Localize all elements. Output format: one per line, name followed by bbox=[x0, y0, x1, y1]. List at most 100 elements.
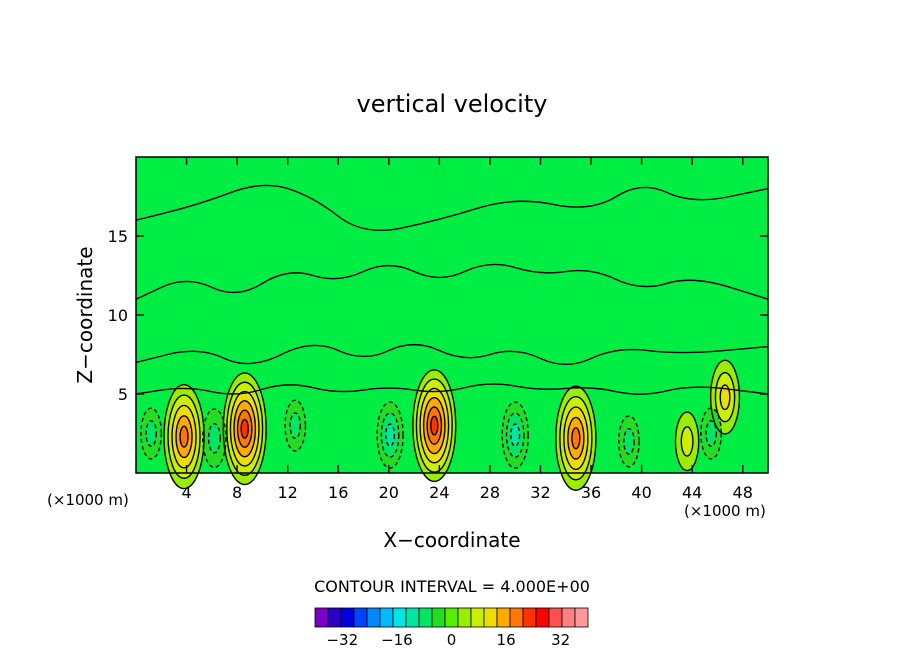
contour-field bbox=[140, 360, 740, 491]
cell-contour bbox=[700, 407, 723, 460]
cell-contour bbox=[236, 409, 253, 449]
zero-contour bbox=[135, 343, 769, 366]
cell-downdraft bbox=[208, 423, 221, 453]
colorbar-swatch bbox=[470, 607, 485, 628]
colorbar-swatch bbox=[522, 607, 537, 628]
cell-contour bbox=[714, 371, 736, 423]
cell-downdraft bbox=[146, 420, 157, 447]
colorbar-swatch bbox=[405, 607, 420, 628]
colorbar-tick-label: 32 bbox=[551, 631, 570, 649]
cell-contour bbox=[419, 387, 450, 464]
cell-contour bbox=[226, 381, 264, 476]
cell-contour bbox=[179, 425, 189, 448]
zero-contour bbox=[135, 383, 769, 395]
colorbar-swatch bbox=[327, 607, 342, 628]
cell-contour bbox=[171, 404, 197, 469]
colorbar-swatch bbox=[379, 607, 394, 628]
cell-contour bbox=[674, 411, 700, 472]
colorbar-swatch bbox=[444, 607, 459, 628]
colorbar-swatch bbox=[509, 607, 524, 628]
cell-contour bbox=[719, 384, 731, 411]
cell-contour bbox=[385, 423, 396, 447]
cell-contour bbox=[623, 427, 635, 455]
colorbar-swatch bbox=[431, 607, 446, 628]
colorbar-tick-labels: −32 −16 0 16 32 bbox=[326, 631, 570, 649]
colorbar bbox=[314, 607, 589, 628]
cell-contour bbox=[163, 383, 205, 490]
x-tick-label: 24 bbox=[429, 483, 449, 502]
x-tick-label: 36 bbox=[581, 483, 601, 502]
x-tick-label: 8 bbox=[232, 483, 242, 502]
colorbar-swatch bbox=[353, 607, 368, 628]
y-tick-label: 5 bbox=[118, 385, 128, 404]
colorbar-tick-label: 16 bbox=[497, 631, 516, 649]
cell-contour bbox=[563, 406, 589, 471]
cell-contour bbox=[505, 412, 525, 458]
y-tick-label: 10 bbox=[108, 306, 128, 325]
cell-contour bbox=[680, 426, 694, 457]
x-unit-right: (×1000 m) bbox=[684, 502, 766, 520]
colorbar-swatch bbox=[340, 607, 355, 628]
plot-area bbox=[135, 156, 769, 491]
cell-contour bbox=[559, 395, 593, 481]
cell-contour bbox=[571, 427, 581, 450]
x-tick-label: 16 bbox=[328, 483, 348, 502]
cell-contour bbox=[140, 407, 163, 460]
cell-contour bbox=[501, 401, 529, 469]
cell-contour bbox=[202, 408, 227, 469]
x-tick-label: 44 bbox=[682, 483, 702, 502]
cell-contour bbox=[376, 401, 404, 469]
cell-contour bbox=[145, 420, 157, 447]
cell-contour bbox=[284, 399, 307, 452]
x-tick-label: 28 bbox=[480, 483, 500, 502]
colorbar-swatch bbox=[496, 607, 511, 628]
cell-updraft bbox=[241, 419, 249, 439]
x-axis-label: X−coordinate bbox=[383, 528, 520, 552]
cell-contour bbox=[430, 415, 439, 436]
cell-contour bbox=[412, 369, 457, 483]
cell-contour bbox=[422, 397, 446, 455]
cell-updraft bbox=[720, 384, 730, 410]
chart-title: vertical velocity bbox=[357, 90, 548, 118]
cell-contour bbox=[167, 394, 201, 479]
x-tick-label: 20 bbox=[379, 483, 399, 502]
x-tick-label: 12 bbox=[278, 483, 298, 502]
cell-updraft bbox=[180, 426, 189, 448]
cell-contour bbox=[380, 412, 400, 458]
cell-downdraft bbox=[510, 424, 520, 447]
cell-contour bbox=[510, 423, 521, 447]
colorbar-swatch bbox=[535, 607, 550, 628]
cell-contour bbox=[709, 359, 741, 435]
zero-contour bbox=[135, 263, 769, 300]
colorbar-swatch bbox=[561, 607, 576, 628]
cell-contour bbox=[229, 390, 260, 467]
x-tick-label: 48 bbox=[733, 483, 753, 502]
x-tick-label: 4 bbox=[181, 483, 191, 502]
cell-downdraft bbox=[623, 428, 635, 455]
cell-downdraft bbox=[290, 412, 301, 439]
cell-downdraft bbox=[706, 420, 717, 447]
colorbar-swatch bbox=[548, 607, 563, 628]
cell-contour bbox=[175, 415, 193, 459]
cell-contour bbox=[705, 420, 717, 447]
x-unit-left: (×1000 m) bbox=[47, 491, 129, 509]
y-tick-label: 15 bbox=[108, 227, 128, 246]
contour-lines bbox=[135, 184, 769, 491]
cell-contour bbox=[233, 400, 257, 458]
cell-updraft bbox=[681, 426, 693, 456]
x-axis-ticks: 4 8 12 16 20 24 28 32 36 40 44 48 bbox=[181, 157, 753, 502]
x-tick-label: 40 bbox=[631, 483, 651, 502]
colorbar-swatch bbox=[418, 607, 433, 628]
cell-contour bbox=[426, 406, 443, 445]
cell-contour bbox=[222, 372, 267, 486]
cell-contour bbox=[618, 415, 640, 468]
colorbar-swatch bbox=[574, 607, 589, 628]
cell-updraft bbox=[571, 427, 580, 449]
x-tick-label: 32 bbox=[530, 483, 550, 502]
cell-contour bbox=[207, 422, 221, 454]
colorbar-swatch bbox=[366, 607, 381, 628]
cell-contour bbox=[240, 418, 249, 439]
cell-downdraft bbox=[385, 424, 395, 447]
cell-contour bbox=[289, 412, 302, 439]
